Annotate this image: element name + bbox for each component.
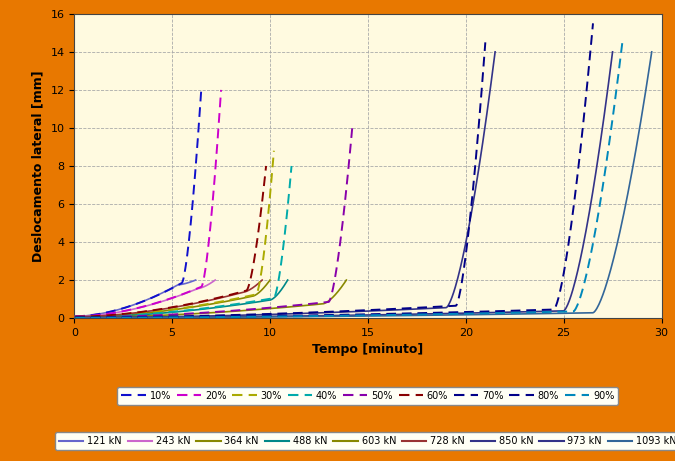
Y-axis label: Deslocamento lateral [mm]: Deslocamento lateral [mm] xyxy=(32,70,45,262)
Legend: 121 kN, 243 kN, 364 kN, 488 kN, 603 kN, 728 kN, 850 kN, 973 kN, 1093 kN: 121 kN, 243 kN, 364 kN, 488 kN, 603 kN, … xyxy=(55,432,675,450)
X-axis label: Tempo [minuto]: Tempo [minuto] xyxy=(313,343,423,356)
